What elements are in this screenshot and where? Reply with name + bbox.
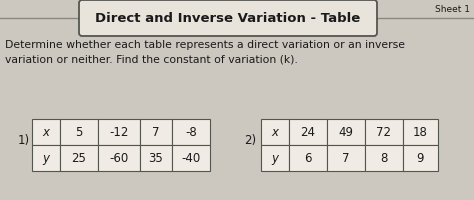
Text: x: x [272, 126, 279, 139]
Bar [403, 145, 438, 171]
Text: y: y [43, 152, 49, 165]
Bar [172, 119, 210, 145]
Text: 2): 2) [244, 133, 256, 146]
Text: 7: 7 [342, 152, 350, 165]
Bar [60, 119, 98, 145]
Text: 1): 1) [18, 133, 30, 146]
Bar [327, 145, 365, 171]
Text: 8: 8 [380, 152, 388, 165]
Text: x: x [43, 126, 49, 139]
Bar [140, 119, 172, 145]
Text: Sheet 1: Sheet 1 [435, 5, 470, 14]
Text: -40: -40 [182, 152, 201, 165]
Bar [98, 145, 140, 171]
Bar [289, 119, 327, 145]
Text: y: y [272, 152, 279, 165]
Bar [32, 145, 60, 171]
Bar [403, 119, 438, 145]
Bar [365, 145, 403, 171]
Text: 9: 9 [417, 152, 424, 165]
Text: -60: -60 [109, 152, 128, 165]
Text: Direct and Inverse Variation - Table: Direct and Inverse Variation - Table [95, 12, 361, 25]
Bar [60, 145, 98, 171]
Text: 24: 24 [301, 126, 316, 139]
Text: 18: 18 [413, 126, 428, 139]
Text: -12: -12 [109, 126, 128, 139]
Bar [32, 119, 60, 145]
Text: 7: 7 [152, 126, 160, 139]
Text: 5: 5 [75, 126, 82, 139]
Bar [140, 145, 172, 171]
Bar [327, 119, 365, 145]
Bar [365, 119, 403, 145]
Text: 49: 49 [338, 126, 354, 139]
Text: -8: -8 [185, 126, 197, 139]
Text: 6: 6 [304, 152, 312, 165]
FancyBboxPatch shape [79, 1, 377, 37]
Text: 72: 72 [376, 126, 392, 139]
Text: 25: 25 [72, 152, 86, 165]
Bar [261, 145, 289, 171]
Bar [261, 119, 289, 145]
Text: 35: 35 [149, 152, 164, 165]
Bar [289, 145, 327, 171]
Bar [172, 145, 210, 171]
Bar [98, 119, 140, 145]
Text: Determine whether each table represents a direct variation or an inverse
variati: Determine whether each table represents … [5, 40, 405, 64]
